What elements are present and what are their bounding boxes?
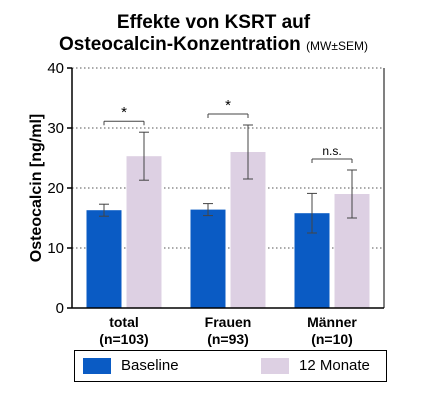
x-category-n: (n=103) bbox=[99, 331, 148, 347]
bar-baseline bbox=[86, 210, 122, 308]
chart-title-line1: Effekte von KSRT auf bbox=[116, 12, 311, 33]
chart-title-suffix: (MW±SEM) bbox=[306, 39, 368, 53]
y-tick-label: 20 bbox=[47, 180, 64, 197]
x-category-label: total bbox=[109, 314, 139, 330]
legend-label-12-monate: 12 Monate bbox=[299, 357, 370, 374]
x-category-n: (n=93) bbox=[207, 331, 249, 347]
legend-item-baseline: Baseline bbox=[83, 351, 179, 380]
legend-item-12-monate: 12 Monate bbox=[261, 351, 370, 380]
y-axis-label: Osteocalcin [ng/ml] bbox=[28, 114, 45, 262]
y-tick-label: 0 bbox=[56, 300, 64, 317]
x-category-label: Frauen bbox=[205, 314, 252, 330]
chart-title-main: Osteocalcin-Konzentration bbox=[59, 34, 301, 55]
y-tick-label: 40 bbox=[47, 60, 64, 77]
bar-baseline bbox=[190, 209, 226, 308]
y-tick-label: 10 bbox=[47, 240, 64, 257]
y-tick-label: 30 bbox=[47, 120, 64, 137]
significance-label: * bbox=[225, 97, 231, 114]
significance-label: * bbox=[121, 104, 127, 121]
x-category-label: Männer bbox=[307, 314, 357, 330]
chart-title-line2: Osteocalcin-Konzentration (MW±SEM) bbox=[0, 34, 427, 57]
legend-swatch-12-monate bbox=[261, 357, 289, 374]
significance-label: n.s. bbox=[322, 144, 341, 158]
bar-chart: 0 10 20 30 40 Osteocalcin [ng/ml] * total(n=103… bbox=[28, 60, 385, 347]
bar-12-monate bbox=[126, 156, 162, 308]
legend-label-baseline: Baseline bbox=[121, 357, 179, 374]
legend-swatch-baseline bbox=[83, 357, 111, 374]
x-category-n: (n=10) bbox=[311, 331, 353, 347]
legend: Baseline 12 Monate bbox=[74, 350, 387, 382]
